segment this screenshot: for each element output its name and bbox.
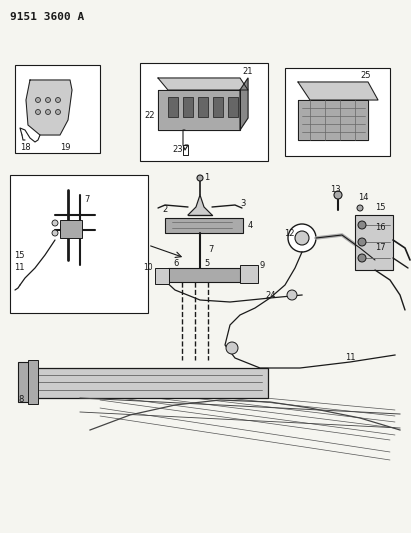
Bar [213, 97, 223, 117]
Text: 21: 21 [242, 68, 252, 77]
Polygon shape [240, 78, 248, 130]
Text: 11: 11 [14, 263, 25, 272]
Bar [155, 268, 169, 284]
Circle shape [334, 191, 342, 199]
Text: 24: 24 [265, 290, 275, 300]
Text: 17: 17 [375, 244, 386, 253]
Circle shape [287, 290, 297, 300]
Circle shape [35, 98, 41, 102]
Text: 12: 12 [284, 229, 295, 238]
Text: 10: 10 [143, 263, 152, 272]
Text: 16: 16 [375, 223, 386, 232]
Text: 14: 14 [358, 193, 369, 203]
Text: 13: 13 [330, 185, 341, 195]
Circle shape [197, 175, 203, 181]
Bar [240, 265, 258, 283]
Bar [28, 360, 38, 404]
Circle shape [358, 221, 366, 229]
Polygon shape [188, 195, 212, 215]
Bar [228, 97, 238, 117]
Bar [198, 97, 208, 117]
Text: 6: 6 [173, 259, 178, 268]
Text: 9151 3600 A: 9151 3600 A [10, 12, 84, 22]
Circle shape [35, 109, 41, 115]
Polygon shape [26, 80, 72, 135]
Circle shape [358, 254, 366, 262]
Circle shape [46, 98, 51, 102]
Bar [140, 63, 268, 161]
Text: 25: 25 [360, 70, 370, 79]
Circle shape [52, 230, 58, 236]
Text: 7: 7 [208, 246, 213, 254]
Bar [28, 368, 268, 398]
Bar [15, 65, 100, 153]
Bar [18, 362, 32, 402]
Bar [355, 215, 393, 270]
Bar [183, 97, 193, 117]
Bar [285, 68, 390, 156]
Circle shape [52, 220, 58, 226]
Text: 4: 4 [248, 221, 253, 230]
Polygon shape [298, 82, 378, 100]
Text: 11: 11 [345, 353, 356, 362]
Circle shape [46, 109, 51, 115]
Text: 2: 2 [162, 206, 167, 214]
Bar [10, 175, 148, 313]
Circle shape [55, 98, 60, 102]
Text: 5: 5 [204, 260, 209, 269]
Bar [168, 97, 178, 117]
Bar [168, 268, 240, 282]
Circle shape [357, 205, 363, 211]
Text: 23: 23 [172, 146, 182, 155]
Circle shape [55, 109, 60, 115]
Polygon shape [298, 100, 368, 140]
Bar [60, 220, 82, 238]
Text: 18: 18 [20, 143, 31, 152]
Circle shape [288, 224, 316, 252]
Circle shape [295, 231, 309, 245]
Circle shape [226, 342, 238, 354]
Text: 1: 1 [204, 174, 209, 182]
Text: 8: 8 [18, 395, 23, 405]
Text: 19: 19 [60, 143, 71, 152]
Text: 15: 15 [375, 204, 386, 213]
Text: 22: 22 [144, 110, 155, 119]
Text: 7: 7 [84, 196, 89, 205]
Text: 3: 3 [240, 198, 245, 207]
Polygon shape [158, 78, 248, 90]
Polygon shape [158, 90, 240, 130]
Text: 15: 15 [14, 251, 25, 260]
Bar [165, 218, 243, 233]
Text: 9: 9 [260, 261, 265, 270]
Circle shape [358, 238, 366, 246]
